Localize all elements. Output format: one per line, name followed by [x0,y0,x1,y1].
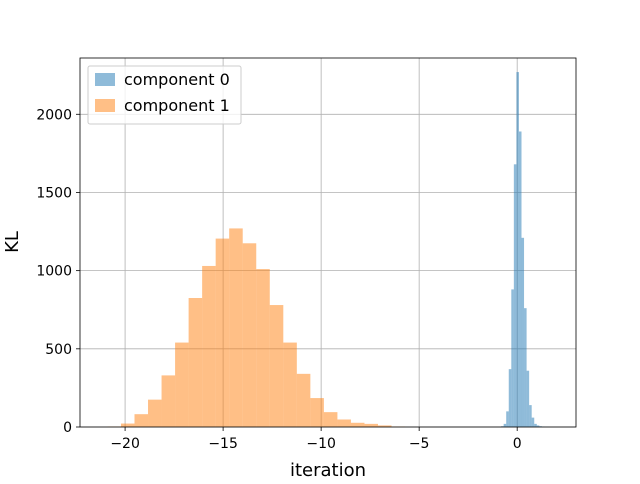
histogram-bar-component-0 [516,72,519,427]
x-tick-label: −5 [409,436,430,452]
y-tick-label: 2000 [36,107,72,123]
x-axis-label: iteration [290,460,366,480]
histogram-bar-component-1 [297,374,311,427]
y-tick-label: 0 [63,420,72,436]
y-tick-label: 500 [45,342,72,358]
histogram-bar-component-1 [229,228,243,427]
legend-swatch-component-0 [95,73,115,86]
x-tick-label: −20 [110,436,140,452]
histogram-bar-component-1 [256,269,270,427]
histogram-bar-component-1 [283,343,297,427]
histogram-bar-component-0 [506,411,509,427]
histogram-bar-component-1 [189,298,203,427]
histogram-bar-component-0 [532,418,535,427]
histogram-bar-component-1 [135,414,149,427]
bars [107,72,549,427]
legend-label-component-1: component 1 [124,96,230,115]
histogram-bar-component-1 [351,423,365,427]
histogram-bar-component-1 [121,424,135,427]
legend: component 0 component 1 [88,66,241,124]
histogram-bar-component-1 [175,343,189,427]
histogram-bar-component-0 [524,308,527,427]
y-tick-label: 1500 [36,185,72,201]
histogram-bar-component-1 [324,412,338,427]
histogram-bar-component-1 [243,243,257,427]
histogram-bar-component-1 [162,375,176,427]
histogram-bar-component-1 [270,305,284,427]
y-axis-label: KL [2,231,23,253]
histogram-bar-component-0 [511,289,514,427]
histogram-bar-component-0 [519,131,522,427]
histogram-bar-component-0 [521,238,524,427]
histogram-bar-component-1 [310,398,324,427]
histogram-bar-component-1 [202,266,216,427]
histogram-bar-component-0 [529,405,532,427]
legend-label-component-0: component 0 [124,70,230,89]
x-tick-label: −10 [306,436,336,452]
histogram-bar-component-1 [148,400,162,427]
histogram-bar-component-0 [514,164,517,427]
legend-swatch-component-1 [95,99,115,112]
histogram-bar-component-0 [527,371,530,427]
histogram-bar-component-1 [364,424,378,427]
histogram-bar-component-1 [216,239,230,427]
histogram-bar-component-1 [337,419,351,427]
x-tick-label: −15 [208,436,238,452]
y-tick-label: 1000 [36,264,72,280]
histogram-bar-component-0 [534,424,537,427]
histogram-bar-component-0 [504,424,507,427]
histogram-bar-component-0 [509,369,512,427]
x-tick-label: 0 [513,436,522,452]
